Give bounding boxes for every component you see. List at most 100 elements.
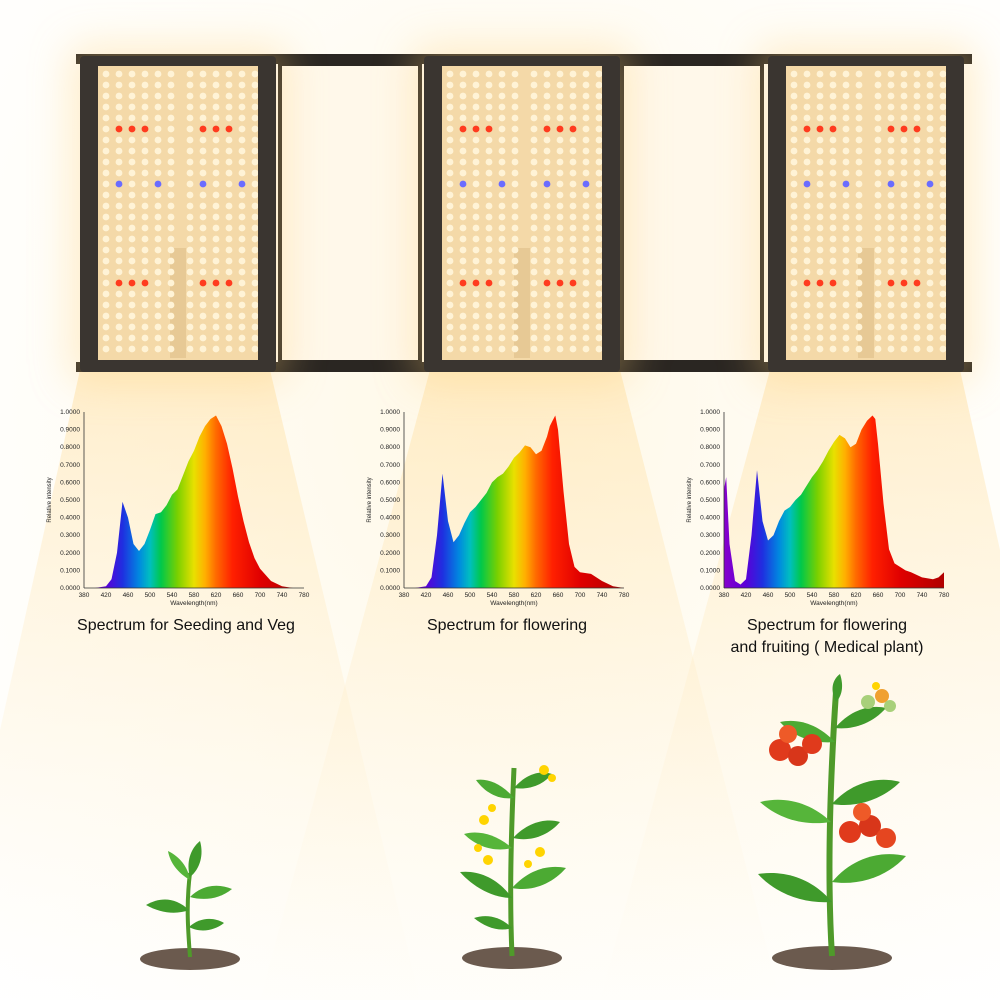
led-diode [595, 323, 602, 331]
led-diode [446, 257, 454, 265]
led-diode [556, 213, 564, 221]
led-diode [790, 169, 798, 177]
led-diode [251, 81, 258, 89]
led-diode [803, 169, 811, 177]
led-diode [595, 279, 602, 287]
led-diode [511, 246, 519, 254]
led-diode [167, 125, 175, 133]
led-diode [874, 224, 882, 232]
led-diode [459, 323, 467, 331]
led-diode [790, 345, 798, 353]
led-diode [816, 312, 824, 320]
led-diode [829, 279, 837, 287]
led-diode [498, 268, 506, 276]
led-diode [900, 246, 908, 254]
led-diode [582, 180, 590, 188]
led-diode [855, 180, 863, 188]
led-diode [874, 323, 882, 331]
led-diode [855, 257, 863, 265]
led-diode [530, 268, 538, 276]
y-tick-label: 0.6000 [380, 479, 400, 486]
led-diode [199, 246, 207, 254]
led-diode [543, 202, 551, 210]
led-diode [128, 191, 136, 199]
led-diode [225, 103, 233, 111]
led-diode [939, 290, 946, 298]
y-tick-label: 0.9000 [380, 427, 400, 434]
led-diode [855, 213, 863, 221]
led-diode [485, 169, 493, 177]
y-tick-label: 0.6000 [60, 479, 80, 486]
led-diode [212, 147, 220, 155]
led-diode [511, 81, 519, 89]
led-diode [543, 103, 551, 111]
led-diode [459, 224, 467, 232]
led-diode [459, 213, 467, 221]
led-diode [543, 279, 551, 287]
led-diode [212, 125, 220, 133]
led-diode [842, 268, 850, 276]
led-diode [926, 147, 934, 155]
led-diode [472, 81, 480, 89]
led-diode [582, 312, 590, 320]
led-diode [790, 290, 798, 298]
led-diode [595, 180, 602, 188]
led-diode [829, 147, 837, 155]
x-tick-label: 460 [443, 592, 454, 599]
led-diode [595, 191, 602, 199]
led-diode [926, 257, 934, 265]
led-diode [887, 81, 895, 89]
led-diode [199, 81, 207, 89]
led-diode [102, 290, 110, 298]
led-diode [582, 268, 590, 276]
led-diode [446, 235, 454, 243]
led-diode [102, 235, 110, 243]
led-diode [900, 301, 908, 309]
led-diode [238, 125, 246, 133]
led-diode [556, 323, 564, 331]
led-diode [472, 312, 480, 320]
led-diode [556, 114, 564, 122]
led-diode [154, 191, 162, 199]
led-diode [900, 345, 908, 353]
led-diode [498, 147, 506, 155]
led-diode [511, 312, 519, 320]
x-tick-label: 540 [487, 592, 498, 599]
led-diode [498, 125, 506, 133]
led-diode [225, 257, 233, 265]
led-diode [530, 169, 538, 177]
led-diode [543, 213, 551, 221]
led-diode [530, 334, 538, 342]
led-diode [225, 224, 233, 232]
led-diode [887, 158, 895, 166]
led-diode [595, 114, 602, 122]
led-diode [829, 70, 837, 78]
led-diode [511, 334, 519, 342]
led-diode [582, 246, 590, 254]
led-diode [167, 114, 175, 122]
led-diode [855, 345, 863, 353]
caption-flowering-fruiting: Spectrum for flowering and fruiting ( Me… [667, 615, 987, 659]
led-diode [251, 202, 258, 210]
frame-gap-right [620, 62, 764, 364]
led-diode [926, 125, 934, 133]
led-diode [790, 213, 798, 221]
led-diode [829, 213, 837, 221]
led-diode [803, 246, 811, 254]
y-axis-label: Relative intensity [367, 477, 373, 522]
led-diode [167, 213, 175, 221]
led-diode [803, 136, 811, 144]
led-diode [829, 180, 837, 188]
led-diode [569, 246, 577, 254]
led-diode [803, 114, 811, 122]
led-diode [874, 290, 882, 298]
led-diode [829, 323, 837, 331]
led-diode [926, 268, 934, 276]
led-diode [887, 323, 895, 331]
x-tick-label: 580 [189, 592, 200, 599]
led-diode [556, 279, 564, 287]
led-diode [238, 301, 246, 309]
led-diode [790, 301, 798, 309]
led-diode [225, 312, 233, 320]
led-diode [141, 158, 149, 166]
